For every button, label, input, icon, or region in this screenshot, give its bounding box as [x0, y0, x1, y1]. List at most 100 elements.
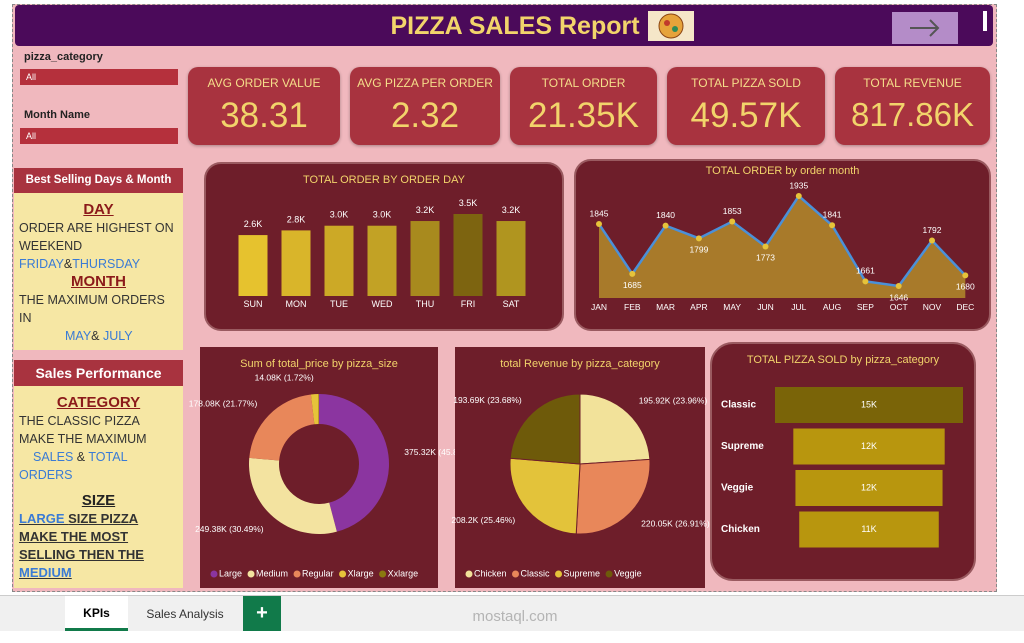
data-label: 1773 [756, 253, 775, 263]
filter-dropdown[interactable]: All [20, 69, 178, 85]
area [599, 196, 966, 298]
kpi-value: 38.31 [220, 96, 308, 135]
legend-label: Xxlarge [388, 568, 419, 578]
bar [453, 214, 483, 296]
data-label: 1685 [623, 280, 642, 290]
legend-marker [379, 570, 387, 578]
kpi-label: TOTAL REVENUE [863, 76, 962, 90]
y-tick-label: Classic [721, 400, 756, 411]
slice [249, 394, 315, 461]
x-tick-label: SEP [857, 302, 874, 312]
note-text: & [63, 257, 73, 271]
x-tick-label: JUL [791, 302, 806, 312]
kpi-value: 2.32 [390, 96, 460, 135]
kpi-label: TOTAL PIZZA SOLD [691, 76, 801, 90]
filter-label: Month Name [24, 109, 90, 121]
slice [310, 394, 319, 425]
point [895, 283, 902, 289]
point [829, 222, 836, 229]
data-label: 3.2K [502, 205, 521, 215]
x-tick-label: SAT [503, 299, 520, 309]
data-label: 1845 [590, 208, 609, 218]
data-label: 1840 [656, 210, 675, 220]
slice [509, 457, 581, 535]
filter-dropdown[interactable]: All [20, 128, 178, 144]
legend-label: Veggie [614, 568, 642, 578]
kpi-card: TOTAL REVENUE 817.86K [835, 67, 990, 145]
data-label: 3.5K [459, 198, 478, 208]
kpi-value: 817.86K [851, 96, 974, 133]
data-label: 208.2K (25.46%) [451, 515, 515, 525]
note-title: DAY [83, 201, 114, 218]
chart-title: TOTAL ORDER BY ORDER DAY [303, 174, 466, 186]
note-highlight: JULY [103, 329, 133, 343]
x-tick-label: THU [416, 299, 435, 309]
kpi-value: 49.57K [690, 96, 802, 135]
line [597, 194, 967, 288]
y-tick-label: Supreme [721, 441, 764, 452]
kpi-value: 21.35K [528, 96, 639, 135]
point [962, 272, 969, 279]
data-label: 3.2K [416, 205, 435, 215]
tab[interactable]: Sales Analysis [146, 607, 224, 621]
x-tick-label: FEB [624, 302, 641, 312]
slice [318, 394, 319, 425]
data-label: 11K [861, 524, 876, 534]
kpi-card: TOTAL PIZZA SOLD 49.57K [667, 67, 825, 145]
filter-value: All [26, 72, 37, 82]
data-label: 1799 [689, 245, 708, 255]
x-tick-label: FRI [461, 299, 476, 309]
bar [410, 221, 440, 296]
chart-title: TOTAL PIZZA SOLD by pizza_category [747, 354, 940, 366]
chart-panel [200, 347, 438, 588]
note-text: & [76, 450, 86, 464]
slice [579, 393, 651, 465]
data-label: 12K [861, 482, 877, 492]
point [629, 270, 636, 277]
note-heading: Sales Performance [14, 360, 183, 386]
note-text: ORDER ARE HIGHEST ON WEEKEND [19, 221, 174, 253]
watermark: mostaql.com [472, 608, 558, 625]
legend-marker [247, 570, 255, 578]
note-highlight: FRIDAY [19, 257, 64, 271]
tab[interactable]: KPIs [65, 596, 128, 631]
kpi-label: AVG PIZZA PER ORDER [357, 76, 493, 90]
note-text: & [91, 329, 100, 343]
x-tick-label: TUE [330, 299, 348, 309]
note-title: SIZE [81, 492, 116, 509]
legend-marker [210, 570, 218, 578]
y-tick-label: Veggie [721, 483, 754, 494]
note-highlight: SALES [33, 450, 74, 464]
data-label: 1661 [856, 266, 875, 276]
data-label: 2.6K [244, 219, 263, 229]
bar [799, 511, 939, 548]
pizza-icon [648, 11, 694, 41]
x-tick-label: JAN [591, 302, 607, 312]
scroll-marker [983, 11, 987, 31]
x-tick-label: APR [690, 302, 707, 312]
data-label: 15K [861, 399, 877, 409]
kpi-card: AVG PIZZA PER ORDER 2.32 [350, 67, 500, 145]
slice [509, 393, 581, 465]
add-tab-button[interactable]: + [243, 596, 281, 631]
note-heading: Best Selling Days & Month [14, 168, 183, 193]
x-tick-label: JUN [757, 302, 774, 312]
data-label: 195.92K (23.96%) [639, 395, 708, 405]
data-label: 178.08K (21.77%) [189, 398, 258, 408]
bar [281, 230, 311, 296]
nav-button[interactable] [892, 12, 958, 44]
chart-title: Sum of total_price by pizza_size [240, 358, 398, 370]
legend-marker [512, 570, 520, 578]
point [729, 218, 736, 225]
kpi-label: AVG ORDER VALUE [207, 76, 321, 90]
point [596, 221, 602, 228]
x-tick-label: WED [372, 299, 393, 309]
data-label: 220.05K (26.91%) [641, 519, 710, 529]
legend-label: Supreme [564, 568, 601, 578]
data-label: 1935 [789, 180, 808, 190]
bar [795, 470, 943, 506]
slice [249, 457, 337, 534]
note-highlight: LARGE [19, 511, 65, 526]
data-label: 12K [861, 441, 877, 451]
point [929, 237, 935, 244]
